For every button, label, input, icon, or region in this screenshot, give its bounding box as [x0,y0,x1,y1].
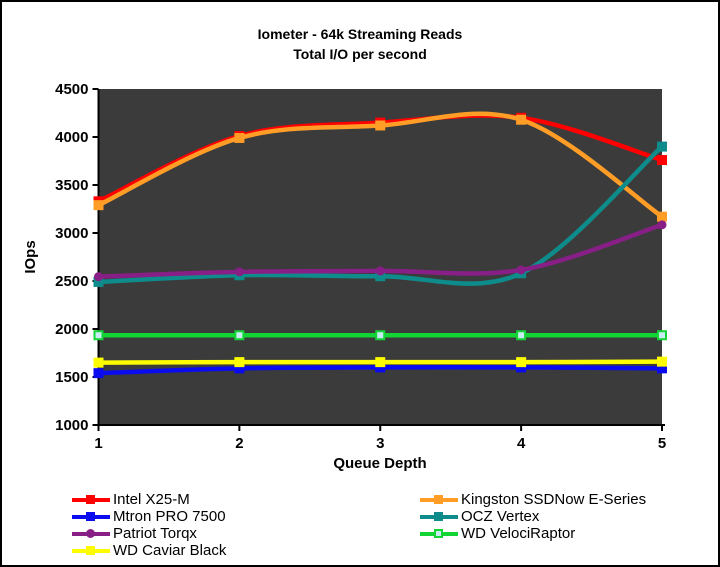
marker-wd-velociraptor [516,330,527,341]
marker-patriot-torqx [657,220,667,230]
legend-label: WD Caviar Black [113,542,227,559]
legend-item-kingston-ssdnow-e-series: Kingston SSDNow E-Series [420,491,646,508]
legend: Intel X25-M Mtron PRO 7500 Patriot Torqx WD… [2,491,718,561]
marker-patriot-torqx [375,266,385,276]
marker-wd-velociraptor [93,330,104,341]
marker-wd-caviar-black [375,357,386,368]
x-tick-label: 5 [658,435,666,452]
legend-column-left: Intel X25-M Mtron PRO 7500 Patriot Torqx WD… [72,491,226,559]
marker-wd-velociraptor [375,330,386,341]
marker-intel-x25-m [657,155,667,166]
legend-key-line [72,545,110,555]
legend-label: Kingston SSDNow E-Series [461,491,647,508]
legend-label: Mtron PRO 7500 [113,508,226,525]
y-tick-label: 3000 [55,225,88,242]
series-line-ocz-vertex [96,144,665,286]
legend-label: WD VelociRaptor [461,525,576,542]
y-tick-label: 2000 [55,321,88,338]
marker-wd-velociraptor [657,330,667,341]
x-tick-label: 4 [517,435,526,452]
chart-title-block: Iometer - 64k Streaming Reads Total I/O … [2,24,718,64]
y-tick-label: 4500 [55,81,88,98]
y-tick-label: 4000 [55,129,88,146]
marker-patriot-torqx [234,267,244,277]
marker-kingston-ssdnow-e-series [234,132,245,143]
chart-title: Iometer - 64k Streaming Reads [257,26,463,42]
y-tick-label: 1500 [55,369,88,386]
legend-marker-icon [86,511,95,521]
marker-wd-caviar-black [516,357,527,368]
legend-key-line [420,528,458,538]
x-axis-title: Queue Depth [333,455,427,472]
legend-key-line [72,494,110,504]
y-tick-label: 1000 [55,417,88,434]
marker-mtron-pro-7500 [93,368,104,379]
legend-key-line [72,528,110,538]
marker-wd-caviar-black [657,356,667,367]
x-tick-label: 2 [235,435,243,452]
legend-item-wd-velociraptor: WD VelociRaptor [420,525,646,542]
legend-column-right: Kingston SSDNow E-Series OCZ Vertex WD Vel… [420,491,646,542]
legend-marker-icon [434,511,443,521]
legend-item-ocz-vertex: OCZ Vertex [420,508,646,525]
legend-marker-icon [86,494,95,504]
marker-kingston-ssdnow-e-series [657,211,667,222]
chart-subtitle: Total I/O per second [293,46,427,62]
marker-wd-caviar-black [93,357,104,368]
legend-label: OCZ Vertex [461,508,540,525]
x-tick-label: 3 [376,435,384,452]
legend-marker-icon [86,545,95,555]
marker-ocz-vertex [657,141,667,152]
legend-label: Intel X25-M [113,491,190,508]
legend-item-mtron-pro-7500: Mtron PRO 7500 [72,508,226,525]
y-tick-label: 3500 [55,177,88,194]
legend-key-line [420,494,458,504]
legend-key-line [72,511,110,521]
legend-key-line [420,511,458,521]
legend-marker-icon [434,494,443,504]
marker-kingston-ssdnow-e-series [93,200,104,211]
legend-marker-icon [434,528,443,538]
x-tick-label: 1 [94,435,102,452]
marker-patriot-torqx [516,265,526,275]
legend-item-intel-x25-m: Intel X25-M [72,491,226,508]
legend-item-patriot-torqx: Patriot Torqx [72,525,226,542]
y-axis-title: IOps [22,240,39,274]
marker-kingston-ssdnow-e-series [375,120,386,131]
y-tick-label: 2500 [55,273,88,290]
marker-kingston-ssdnow-e-series [516,114,527,125]
marker-patriot-torqx [94,272,103,282]
marker-wd-velociraptor [234,330,245,341]
legend-label: Patriot Torqx [113,525,197,542]
marker-wd-caviar-black [234,357,245,368]
legend-marker-icon [86,528,95,538]
legend-item-wd-caviar-black: WD Caviar Black [72,542,226,559]
